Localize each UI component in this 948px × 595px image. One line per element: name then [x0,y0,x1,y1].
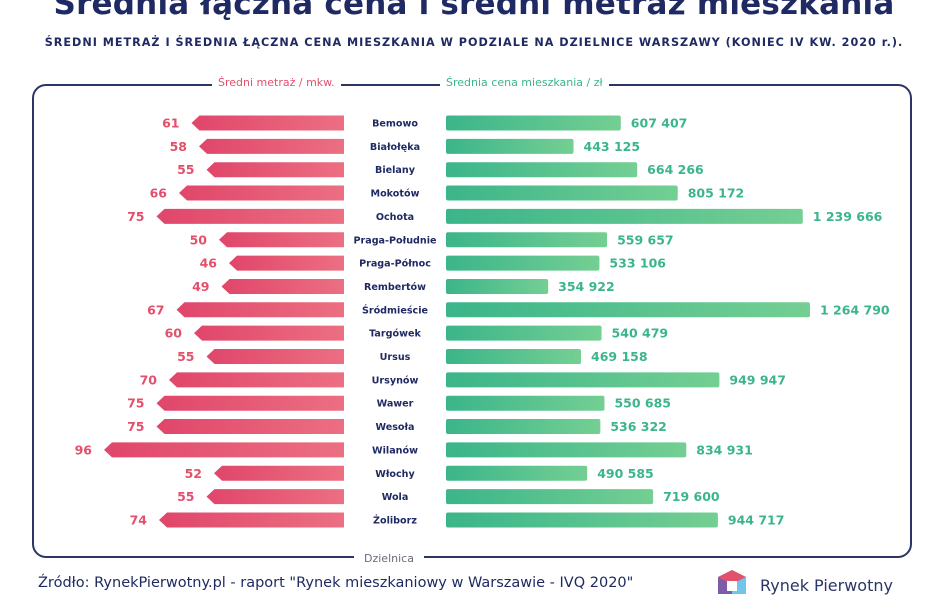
area-value-label: 60 [165,326,183,341]
price-bar [446,302,810,318]
area-bar [159,512,344,528]
district-label: Ursus [380,352,411,363]
price-bar [446,325,602,341]
price-value-label: 540 479 [612,326,669,341]
area-bar [156,419,344,435]
price-bar [446,512,718,528]
area-bar [214,465,344,481]
area-bar [206,162,344,178]
district-label: Wola [382,492,409,503]
district-label: Wawer [377,399,414,410]
right-series-label: Średnia cena mieszkania / zł [440,74,609,92]
price-bar [446,465,588,481]
area-bar [206,489,344,505]
source-note: Źródło: RynekPierwotny.pl - raport "Ryne… [38,575,634,591]
area-value-label: 61 [162,116,179,131]
price-value-label: 664 266 [647,162,704,177]
price-value-label: 805 172 [688,186,745,201]
area-bar [194,325,344,341]
price-bar [446,232,608,248]
district-label: Żoliborz [373,512,417,526]
price-value-label: 607 407 [631,116,688,131]
price-bar [446,278,549,294]
district-label: Wilanów [372,444,418,456]
area-bar [191,115,344,131]
area-value-label: 46 [200,256,218,271]
price-value-label: 1 264 790 [820,302,890,317]
price-value-label: 533 106 [609,256,666,271]
area-value-label: 55 [177,489,194,504]
price-value-label: 949 947 [729,372,786,387]
area-value-label: 49 [192,279,209,294]
category-axis-label: Dzielnica [354,551,424,567]
district-label: Praga-Północ [359,258,431,270]
price-bar [446,208,803,224]
price-bar [446,419,601,435]
price-bar [446,442,687,458]
price-value-label: 1 239 666 [813,209,883,224]
price-value-label: 559 657 [617,232,674,247]
district-label: Włochy [375,469,415,480]
area-bar [206,349,344,364]
district-label: Mokotów [371,188,420,200]
district-label: Białołęka [370,142,420,153]
area-value-label: 70 [140,372,158,387]
area-bar [221,278,344,294]
area-bar [104,442,344,458]
price-bar [446,489,654,505]
price-value-label: 536 322 [610,419,667,434]
price-bar [446,162,638,178]
district-label: Targówek [369,328,421,340]
area-bar [219,232,344,248]
area-bar [199,138,344,154]
district-label: Praga-Południe [353,235,437,246]
district-label: Wesoła [375,422,414,433]
area-value-label: 66 [150,186,168,201]
area-bar [156,395,344,411]
area-bar [169,372,344,388]
district-label: Bielany [375,165,416,176]
brand-logo-icon [718,570,746,594]
price-bar [446,255,600,271]
page-title: Średnia łączna cena i średni metraż mies… [53,0,895,22]
area-bar [179,185,344,201]
area-value-label: 74 [130,512,148,527]
price-value-label: 550 685 [614,396,671,411]
price-bar [446,349,582,364]
area-value-label: 55 [177,162,194,177]
price-value-label: 944 717 [728,512,785,527]
district-label: Ursynów [372,374,419,386]
price-value-label: 719 600 [663,489,720,504]
area-value-label: 75 [127,209,144,224]
district-label: Śródmieście [362,303,429,316]
price-bar [446,185,678,201]
area-value-label: 55 [177,349,194,364]
area-bar [176,302,344,318]
area-bar [156,208,344,224]
price-value-label: 443 125 [584,139,641,154]
area-value-label: 58 [170,139,187,154]
left-series-label: Średni metraż / mkw. [212,74,341,92]
area-value-label: 50 [190,232,208,247]
area-value-label: 52 [185,466,202,481]
price-bar [446,395,605,411]
area-bar [229,255,344,271]
district-label: Ochota [376,212,414,223]
district-label: Bemowo [372,119,418,130]
area-value-label: 96 [75,442,93,457]
area-value-label: 67 [147,302,164,317]
price-bar [446,138,574,154]
price-bar [446,115,621,131]
price-value-label: 834 931 [696,442,753,457]
price-bar [446,372,720,388]
district-label: Rembertów [364,281,426,293]
price-value-label: 469 158 [591,349,648,364]
area-value-label: 75 [127,396,144,411]
price-value-label: 490 585 [597,466,654,481]
brand-name: Rynek Pierwotny [760,576,893,595]
chart-subtitle: ŚREDNI METRAŻ I ŚREDNIA ŁĄCZNA CENA MIES… [44,36,904,49]
area-value-label: 75 [127,419,144,434]
price-value-label: 354 922 [558,279,615,294]
